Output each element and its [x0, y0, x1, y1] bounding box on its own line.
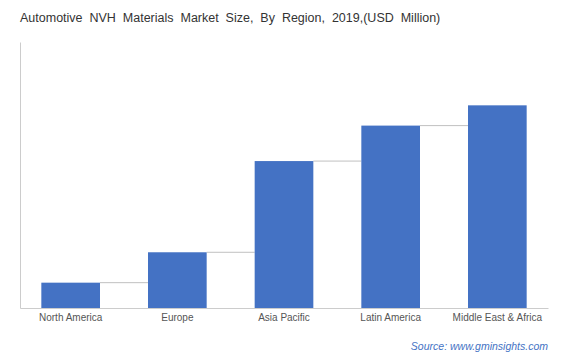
x-tick-label: Asia Pacific [258, 312, 310, 323]
title: Automotive NVH Materials Market Size, By… [20, 11, 440, 25]
x-axis: North America Europe Asia Pacific Latin Ame… [21, 308, 549, 323]
chart: North America Europe Asia Pacific Latin Ame… [0, 0, 568, 360]
x-tick: Middle East & Africa [453, 308, 543, 323]
x-tick-label: Europe [161, 312, 194, 323]
x-tick-label: North America [39, 312, 103, 323]
bar[interactable] [361, 126, 420, 308]
x-tick-label: Latin America [360, 312, 421, 323]
marks [41, 105, 526, 308]
x-tick: North America [39, 308, 103, 323]
plot: North America Europe Asia Pacific Latin Ame… [21, 43, 549, 324]
x-tick: Latin America [360, 308, 421, 323]
x-tick-label: Middle East & Africa [453, 312, 543, 323]
connector [100, 282, 148, 283]
annotation: Source: www.gminsights.com [411, 340, 548, 352]
connector [420, 125, 468, 126]
connector [313, 161, 361, 162]
bar[interactable] [468, 105, 527, 308]
y-axis [20, 43, 21, 309]
bar[interactable] [255, 161, 314, 308]
connector [207, 252, 255, 253]
x-tick: Europe [161, 308, 194, 323]
x-axis-line [21, 308, 549, 309]
bar[interactable] [148, 252, 207, 308]
x-tick: Asia Pacific [258, 308, 310, 323]
bar[interactable] [41, 283, 100, 308]
y-axis-line [20, 43, 21, 309]
